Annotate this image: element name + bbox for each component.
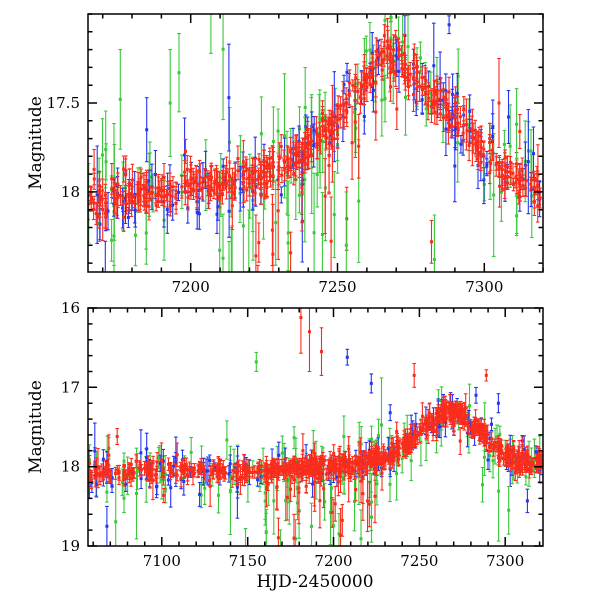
outliers-top-green: [118, 33, 519, 272]
svg-text:7250: 7250: [318, 278, 356, 296]
svg-text:18: 18: [61, 458, 80, 476]
svg-text:17.5: 17.5: [47, 94, 80, 112]
outliers-bottom-blue: [105, 348, 501, 546]
svg-text:17: 17: [61, 378, 80, 396]
series-top-green-faint-spray: [217, 94, 361, 272]
svg-text:19: 19: [61, 537, 80, 555]
svg-text:16: 16: [61, 299, 80, 317]
svg-text:7300: 7300: [486, 552, 524, 570]
series-top-red: [88, 18, 542, 242]
svg-text:7150: 7150: [229, 552, 267, 570]
bottom-y-axis-title: Magnitude: [26, 380, 46, 474]
top-tick-labels: 7200 7250 7300 17.5 18: [47, 94, 504, 296]
outliers-top-blue: [144, 15, 451, 163]
x-axis-title: HJD-2450000: [256, 572, 374, 592]
outliers-top-red: [271, 57, 501, 272]
bottom-tick-labels: 7100 7150 7200 7250 7300 16 17 18 19: [61, 299, 524, 570]
series-top-green: [88, 14, 534, 272]
top-axes-frame: [87, 13, 544, 273]
top-y-axis-title: Magnitude: [26, 96, 46, 190]
outliers-bottom-green: [254, 351, 511, 535]
bottom-axes-frame: [87, 307, 544, 547]
svg-text:7200: 7200: [172, 278, 210, 296]
svg-text:7200: 7200: [314, 552, 352, 570]
bottom-data-points: [88, 308, 543, 546]
svg-text:7250: 7250: [400, 552, 438, 570]
outliers-bottom-red: [115, 308, 489, 546]
svg-text:7100: 7100: [143, 552, 181, 570]
svg-text:18: 18: [61, 183, 80, 201]
top-data-points: [88, 14, 542, 272]
series-bottom-red-dense: [262, 394, 543, 508]
svg-text:7300: 7300: [465, 278, 503, 296]
